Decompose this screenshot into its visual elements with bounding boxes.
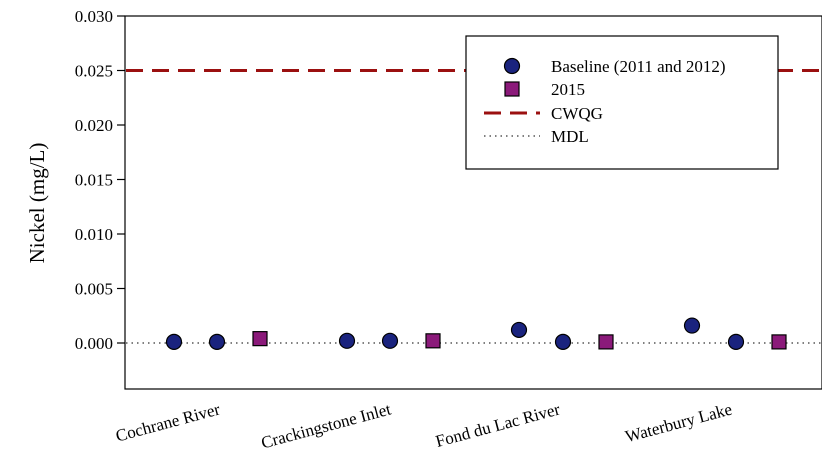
data-markers	[165, 317, 787, 351]
legend-box	[465, 35, 779, 170]
baseline-point	[510, 321, 528, 339]
baseline-point	[338, 332, 356, 349]
y-tick-label: 0.000	[75, 334, 113, 353]
legend-baseline-marker	[503, 57, 521, 75]
y-tick-label: 0.015	[75, 171, 113, 190]
legend-label: MDL	[551, 127, 589, 146]
baseline-point	[683, 317, 701, 334]
baseline-point	[554, 333, 572, 351]
y-tick-label: 0.030	[75, 7, 113, 26]
y-tick-label: 0.020	[75, 116, 113, 135]
baseline-point	[727, 333, 745, 351]
x-category-label: Waterbury Lake	[623, 400, 734, 447]
y-tick-label: 0.025	[75, 62, 113, 81]
x-category-label: Cochrane River	[114, 399, 223, 445]
x-axis-category-labels: Cochrane River Crackingstone Inlet Fond du…	[114, 399, 734, 452]
point-2015	[598, 334, 614, 350]
point-2015	[252, 331, 268, 347]
y-tick-label: 0.010	[75, 225, 113, 244]
point-2015	[771, 334, 787, 350]
y-axis-label: Nickel (mg/L)	[25, 143, 49, 264]
y-axis-ticks: 0.000 0.005 0.010 0.015 0.020 0.025 0.030	[75, 7, 125, 353]
legend-label: 2015	[551, 80, 585, 99]
x-category-label: Crackingstone Inlet	[259, 399, 393, 452]
baseline-point	[208, 333, 226, 351]
y-tick-label: 0.005	[75, 280, 113, 299]
baseline-point	[381, 332, 399, 349]
legend-2015-marker	[504, 81, 520, 97]
baseline-point	[165, 333, 183, 351]
x-category-label: Fond du Lac River	[434, 399, 563, 451]
legend-label: CWQG	[551, 104, 603, 123]
legend-label: Baseline (2011 and 2012)	[551, 57, 726, 76]
point-2015	[425, 333, 441, 349]
legend: Baseline (2011 and 2012) 2015 CWQG MDL	[465, 35, 779, 170]
